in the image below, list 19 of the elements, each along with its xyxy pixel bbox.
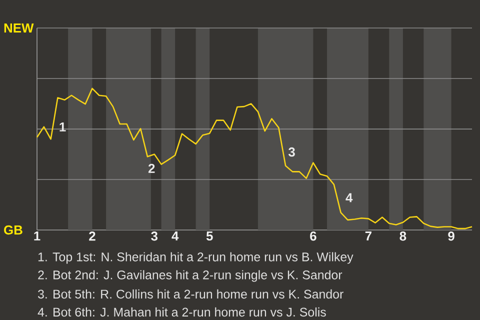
text: 4. Bot 6th: J. Mahan hit a 2-run home run vs J. Solis [38, 307, 326, 317]
annotation: 3 [288, 147, 295, 157]
x-tick-label: 3 [151, 232, 158, 241]
x-tick-label: 9 [448, 232, 454, 241]
x-tick-label: 8 [400, 232, 406, 241]
x-tick-label: 7 [365, 232, 372, 240]
annotation: 1 [60, 122, 66, 132]
annotation: 2 [148, 164, 155, 173]
text: NEW [4, 24, 34, 32]
annotation: 4 [346, 193, 353, 202]
x-tick-label: 1 [34, 232, 40, 240]
text: 1. Top 1st: N. Sheridan hit a 2-run home run vs B. Wilkey [38, 252, 354, 264]
x-tick-label: 5 [206, 232, 213, 241]
text: GB [4, 225, 22, 235]
text: 3. Bot 5th: R. Collins hit a 2-run home run vs K. Sandor [38, 289, 344, 299]
x-tick-label: 6 [310, 232, 316, 241]
x-tick-label: 4 [172, 232, 179, 240]
text: 2. Bot 2nd: J. Gavilanes hit a 2-run single vs K. Sandor [38, 270, 342, 282]
x-tick-label: 2 [89, 232, 96, 241]
